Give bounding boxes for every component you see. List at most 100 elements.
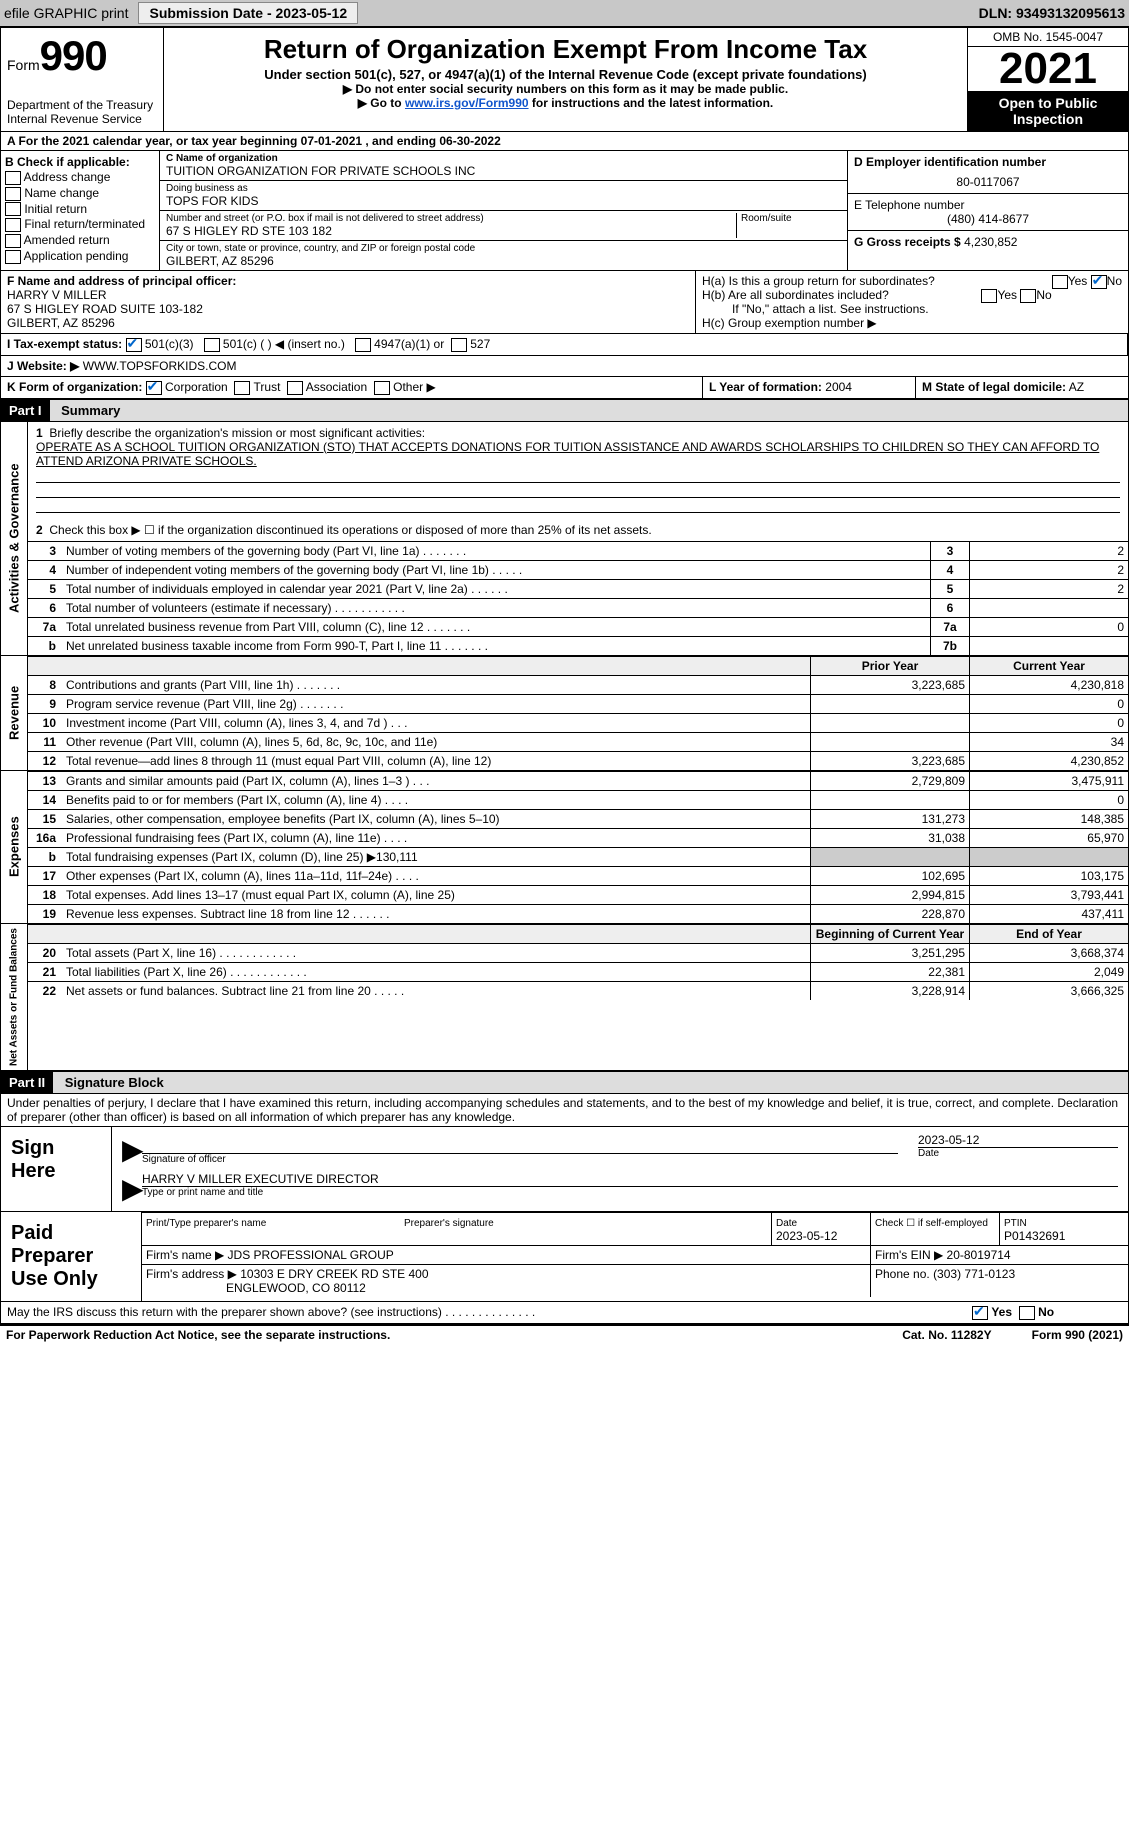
part2-title: Signature Block xyxy=(57,1075,164,1090)
chk-final-return[interactable]: Final return/terminated xyxy=(5,217,155,232)
mission-label: Briefly describe the organization's miss… xyxy=(49,426,425,440)
lbl-501c3: 501(c)(3) xyxy=(145,337,194,351)
table-revenue: Prior YearCurrent Year8Contributions and… xyxy=(28,656,1128,770)
dln-label: DLN: 93493132095613 xyxy=(979,5,1125,21)
form-org-label: K Form of organization: xyxy=(7,380,142,394)
lbl-trust: Trust xyxy=(254,380,281,394)
sign-here-label: Sign Here xyxy=(1,1127,112,1211)
prep-sig-label: Preparer's signature xyxy=(404,1218,494,1229)
hb-no: No xyxy=(1036,288,1051,302)
lbl-527: 527 xyxy=(470,337,490,351)
firm-phone: (303) 771-0123 xyxy=(933,1267,1015,1281)
ptin-value: P01432691 xyxy=(1004,1229,1065,1243)
officer-label: F Name and address of principal officer: xyxy=(7,274,689,288)
tab-activities-governance: Activities & Governance xyxy=(1,422,28,655)
org-name-label: C Name of organization xyxy=(166,153,841,164)
sign-arrow-icon: ▶ xyxy=(122,1133,142,1166)
website-value: WWW.TOPSFORKIDS.COM xyxy=(83,359,237,373)
ptin-label: PTIN xyxy=(1004,1218,1027,1229)
line2-text: Check this box ▶ ☐ if the organization d… xyxy=(49,523,651,537)
chk-other[interactable] xyxy=(374,381,390,395)
firm-name: JDS PROFESSIONAL GROUP xyxy=(228,1248,394,1262)
chk-4947[interactable] xyxy=(355,338,371,352)
chk-501c[interactable] xyxy=(204,338,220,352)
sign-arrow-icon-2: ▶ xyxy=(122,1172,142,1205)
footer-right: Form 990 (2021) xyxy=(1032,1328,1123,1342)
row-j: J Website: ▶ WWW.TOPSFORKIDS.COM xyxy=(0,356,1129,377)
goto-note: ▶ Go to www.irs.gov/Form990 for instruct… xyxy=(170,96,961,110)
form-word: Form xyxy=(7,57,40,73)
row-i: I Tax-exempt status: 501(c)(3) 501(c) ( … xyxy=(0,334,1129,356)
row-klm: K Form of organization: Corporation Trus… xyxy=(0,377,1129,399)
firm-addr2: ENGLEWOOD, CO 80112 xyxy=(226,1281,366,1295)
chk-name-change[interactable]: Name change xyxy=(5,186,155,201)
city-value: GILBERT, AZ 85296 xyxy=(166,254,841,268)
chk-assoc[interactable] xyxy=(287,381,303,395)
chk-initial-return[interactable]: Initial return xyxy=(5,202,155,217)
chk-trust[interactable] xyxy=(234,381,250,395)
discuss-row: May the IRS discuss this return with the… xyxy=(0,1302,1129,1324)
h-c-row: H(c) Group exemption number ▶ xyxy=(702,316,1122,330)
tab-net-assets: Net Assets or Fund Balances xyxy=(1,924,28,1070)
ha-label: H(a) Is this a group return for subordin… xyxy=(702,274,935,288)
table-expenses: 13Grants and similar amounts paid (Part … xyxy=(28,771,1128,923)
discuss-no: No xyxy=(1038,1305,1054,1319)
gross-receipts-label: G Gross receipts $ xyxy=(854,235,961,249)
chk-amended-return[interactable]: Amended return xyxy=(5,233,155,248)
sign-here-section: Sign Here ▶ Signature of officer 2023-05… xyxy=(0,1127,1129,1212)
year-formation-value: 2004 xyxy=(825,380,852,394)
gross-receipts-value: 4,230,852 xyxy=(964,235,1017,249)
hb-yes: Yes xyxy=(997,288,1017,302)
discuss-label: May the IRS discuss this return with the… xyxy=(1,1302,966,1323)
page-footer: For Paperwork Reduction Act Notice, see … xyxy=(0,1324,1129,1344)
chk-lbl-amended: Amended return xyxy=(24,233,110,247)
perjury-declaration: Under penalties of perjury, I declare th… xyxy=(0,1094,1129,1127)
chk-lbl-pending: Application pending xyxy=(24,249,129,263)
mission-text: OPERATE AS A SCHOOL TUITION ORGANIZATION… xyxy=(36,440,1099,468)
chk-501c3[interactable] xyxy=(126,338,142,352)
form-subtitle: Under section 501(c), 527, or 4947(a)(1)… xyxy=(170,67,961,82)
irs-link[interactable]: www.irs.gov/Form990 xyxy=(405,96,529,110)
chk-lbl-address: Address change xyxy=(24,170,111,184)
ssn-note: ▶ Do not enter social security numbers o… xyxy=(170,82,961,96)
firm-name-label: Firm's name ▶ xyxy=(146,1248,224,1262)
discuss-yes-chk[interactable] xyxy=(972,1306,988,1320)
lbl-501c: 501(c) ( ) ◀ (insert no.) xyxy=(223,337,345,351)
open-public-inspection: Open to Public Inspection xyxy=(968,91,1128,131)
chk-address-change[interactable]: Address change xyxy=(5,170,155,185)
firm-ein-label: Firm's EIN ▶ xyxy=(875,1248,943,1262)
org-name: TUITION ORGANIZATION FOR PRIVATE SCHOOLS… xyxy=(166,164,841,178)
firm-phone-label: Phone no. xyxy=(875,1267,930,1281)
form-number: Form990 xyxy=(7,32,157,80)
dept-treasury: Department of the Treasury xyxy=(7,98,157,112)
prep-selfemp: Check ☐ if self-employed xyxy=(875,1218,988,1229)
lbl-corp: Corporation xyxy=(165,380,228,394)
hb-label: H(b) Are all subordinates included? xyxy=(702,288,889,302)
tab-expenses: Expenses xyxy=(1,771,28,923)
discuss-yes: Yes xyxy=(991,1305,1012,1319)
officer-name: HARRY V MILLER xyxy=(7,288,689,302)
chk-527[interactable] xyxy=(451,338,467,352)
lbl-assoc: Association xyxy=(306,380,367,394)
dba-label: Doing business as xyxy=(166,183,841,194)
firm-addr1: 10303 E DRY CREEK RD STE 400 xyxy=(240,1267,428,1281)
goto-post: for instructions and the latest informat… xyxy=(529,96,774,110)
ein-value: 80-0117067 xyxy=(854,175,1122,189)
footer-left: For Paperwork Reduction Act Notice, see … xyxy=(6,1328,390,1342)
firm-ein: 20-8019714 xyxy=(947,1248,1011,1262)
lbl-4947: 4947(a)(1) or xyxy=(374,337,444,351)
ha-yes: Yes xyxy=(1068,274,1088,288)
chk-corp[interactable] xyxy=(146,381,162,395)
chk-application-pending[interactable]: Application pending xyxy=(5,249,155,264)
tax-exempt-label: I Tax-exempt status: xyxy=(7,337,122,351)
sig-date-label: Date xyxy=(918,1148,1118,1159)
footer-cat: Cat. No. 11282Y xyxy=(902,1328,991,1342)
room-suite-label: Room/suite xyxy=(741,213,841,224)
discuss-no-chk[interactable] xyxy=(1019,1306,1035,1320)
box-b-title: B Check if applicable: xyxy=(5,155,155,169)
prep-date-label: Date xyxy=(776,1218,797,1229)
prep-date: 2023-05-12 xyxy=(776,1229,837,1243)
hb-note: If "No," attach a list. See instructions… xyxy=(702,302,1122,316)
submission-date-button[interactable]: Submission Date - 2023-05-12 xyxy=(138,2,358,24)
section-bcdeg: B Check if applicable: Address change Na… xyxy=(0,151,1129,271)
